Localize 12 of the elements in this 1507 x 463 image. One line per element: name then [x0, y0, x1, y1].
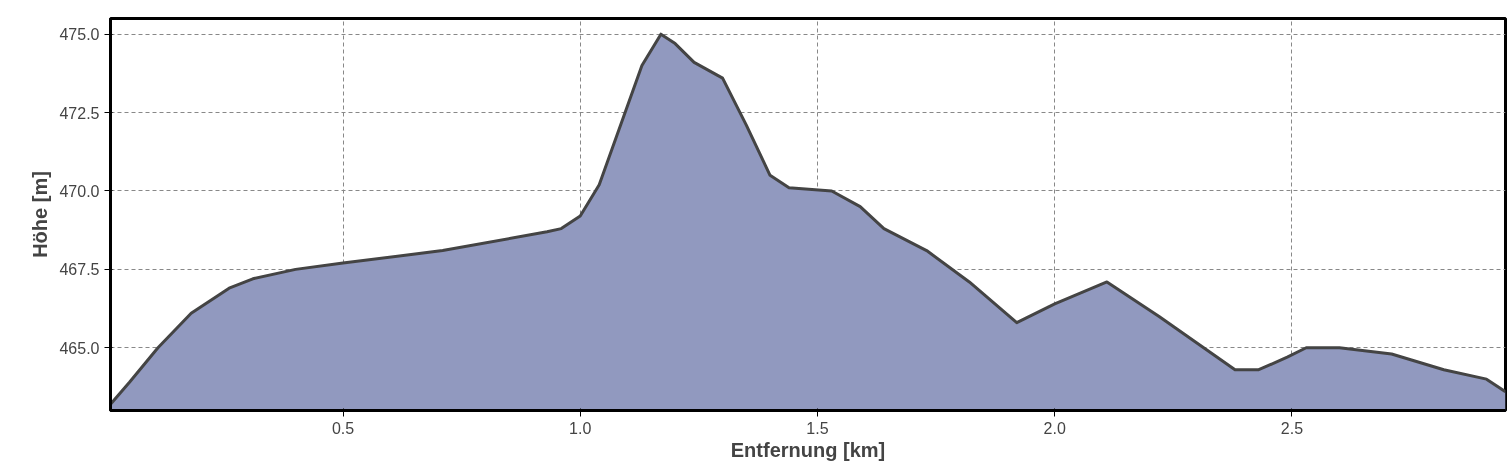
x-tick-label: 2.5: [1280, 419, 1304, 437]
y-tick-label: 470.0: [59, 182, 100, 200]
x-tick-label: 2.0: [1043, 419, 1066, 437]
y-tick-label: 465.0: [59, 339, 100, 357]
y-tick-label: 467.5: [59, 261, 100, 279]
y-tick-label: 475.0: [59, 26, 100, 44]
y-axis-title: Höhe [m]: [29, 171, 52, 258]
x-tick-label: 1.0: [569, 419, 592, 437]
y-tick-label: 472.5: [59, 104, 100, 122]
x-tick-label: 0.5: [331, 419, 355, 437]
x-tick-label: 1.5: [806, 419, 829, 437]
x-axis-title: Entfernung [km]: [730, 438, 886, 461]
